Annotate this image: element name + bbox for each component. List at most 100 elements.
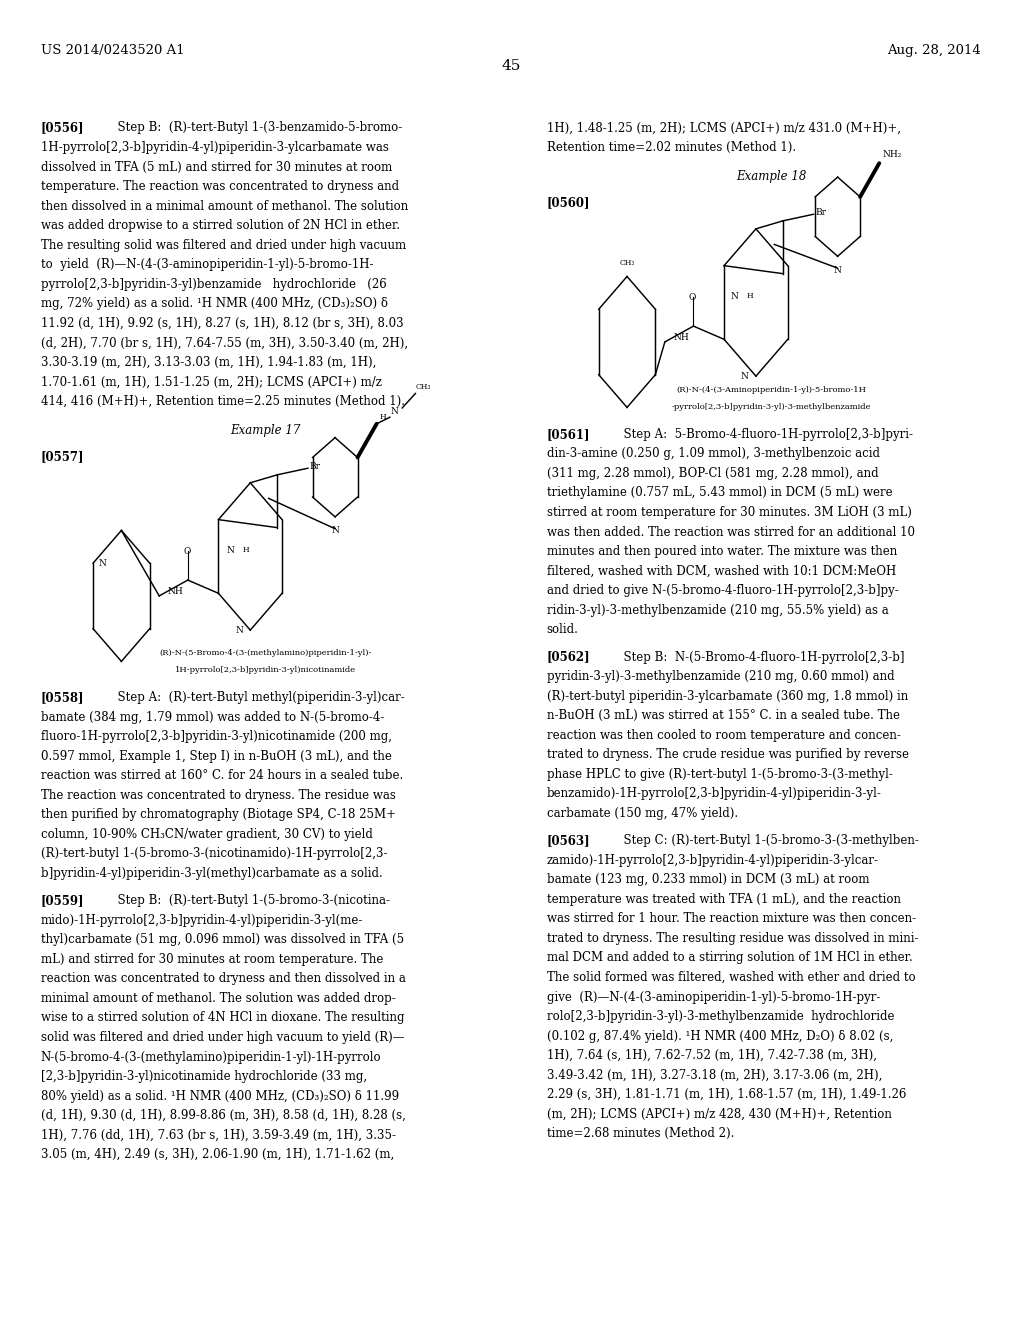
Text: trated to dryness. The crude residue was purified by reverse: trated to dryness. The crude residue was… (547, 748, 908, 762)
Text: mal DCM and added to a stirring solution of 1M HCl in ether.: mal DCM and added to a stirring solution… (547, 952, 912, 965)
Text: (R)-tert-butyl 1-(5-bromo-3-(nicotinamido)-1H-pyrrolo[2,3-: (R)-tert-butyl 1-(5-bromo-3-(nicotinamid… (41, 847, 387, 861)
Text: ridin-3-yl)-3-methylbenzamide (210 mg, 55.5% yield) as a: ridin-3-yl)-3-methylbenzamide (210 mg, 5… (547, 603, 888, 616)
Text: 1H), 1.48-1.25 (m, 2H); LCMS (APCI+) m/z 431.0 (M+H)+,: 1H), 1.48-1.25 (m, 2H); LCMS (APCI+) m/z… (547, 121, 900, 135)
Text: 1H-pyrrolo[2,3-b]pyridin-4-yl)piperidin-3-ylcarbamate was: 1H-pyrrolo[2,3-b]pyridin-4-yl)piperidin-… (41, 141, 389, 154)
Text: minimal amount of methanol. The solution was added drop-: minimal amount of methanol. The solution… (41, 991, 395, 1005)
Text: column, 10-90% CH₃CN/water gradient, 30 CV) to yield: column, 10-90% CH₃CN/water gradient, 30 … (41, 828, 373, 841)
Text: (m, 2H); LCMS (APCI+) m/z 428, 430 (M+H)+, Retention: (m, 2H); LCMS (APCI+) m/z 428, 430 (M+H)… (547, 1107, 891, 1121)
Text: n-BuOH (3 mL) was stirred at 155° C. in a sealed tube. The: n-BuOH (3 mL) was stirred at 155° C. in … (547, 709, 899, 722)
Text: solid was filtered and dried under high vacuum to yield (R)—: solid was filtered and dried under high … (41, 1031, 404, 1044)
Text: Step C: (R)-tert-Butyl 1-(5-bromo-3-(3-methylben-: Step C: (R)-tert-Butyl 1-(5-bromo-3-(3-m… (616, 834, 919, 847)
Text: N: N (331, 527, 339, 535)
Text: [0556]: [0556] (41, 121, 84, 135)
Text: Step A:  (R)-tert-Butyl methyl(piperidin-3-yl)car-: Step A: (R)-tert-Butyl methyl(piperidin-… (111, 692, 406, 704)
Text: was stirred for 1 hour. The reaction mixture was then concen-: was stirred for 1 hour. The reaction mix… (547, 912, 915, 925)
Text: Step B:  (R)-tert-Butyl 1-(3-benzamido-5-bromo-: Step B: (R)-tert-Butyl 1-(3-benzamido-5-… (111, 121, 402, 135)
Text: give  (R)—N-(4-(3-aminopiperidin-1-yl)-5-bromo-1H-pyr-: give (R)—N-(4-(3-aminopiperidin-1-yl)-5-… (547, 990, 880, 1003)
Text: [0561]: [0561] (547, 428, 590, 441)
Text: [0559]: [0559] (41, 894, 84, 907)
Text: 3.05 (m, 4H), 2.49 (s, 3H), 2.06-1.90 (m, 1H), 1.71-1.62 (m,: 3.05 (m, 4H), 2.49 (s, 3H), 2.06-1.90 (m… (41, 1148, 394, 1162)
Text: 80% yield) as a solid. ¹H NMR (400 MHz, (CD₃)₂SO) δ 11.99: 80% yield) as a solid. ¹H NMR (400 MHz, … (41, 1089, 399, 1102)
Text: H: H (380, 413, 386, 421)
Text: [0562]: [0562] (547, 651, 590, 664)
Text: N: N (226, 546, 234, 554)
Text: triethylamine (0.757 mL, 5.43 mmol) in DCM (5 mL) were: triethylamine (0.757 mL, 5.43 mmol) in D… (547, 487, 892, 499)
Text: N: N (834, 265, 842, 275)
Text: to  yield  (R)—N-(4-(3-aminopiperidin-1-yl)-5-bromo-1H-: to yield (R)—N-(4-(3-aminopiperidin-1-yl… (41, 259, 374, 271)
Text: (R)-tert-butyl piperidin-3-ylcarbamate (360 mg, 1.8 mmol) in: (R)-tert-butyl piperidin-3-ylcarbamate (… (547, 689, 907, 702)
Text: The resulting solid was filtered and dried under high vacuum: The resulting solid was filtered and dri… (41, 239, 406, 252)
Text: 1.70-1.61 (m, 1H), 1.51-1.25 (m, 2H); LCMS (APCI+) m/z: 1.70-1.61 (m, 1H), 1.51-1.25 (m, 2H); LC… (41, 375, 382, 388)
Text: mL) and stirred for 30 minutes at room temperature. The: mL) and stirred for 30 minutes at room t… (41, 953, 383, 966)
Text: 414, 416 (M+H)+, Retention time=2.25 minutes (Method 1).: 414, 416 (M+H)+, Retention time=2.25 min… (41, 395, 404, 408)
Text: thyl)carbamate (51 mg, 0.096 mmol) was dissolved in TFA (5: thyl)carbamate (51 mg, 0.096 mmol) was d… (41, 933, 404, 946)
Text: 2.29 (s, 3H), 1.81-1.71 (m, 1H), 1.68-1.57 (m, 1H), 1.49-1.26: 2.29 (s, 3H), 1.81-1.71 (m, 1H), 1.68-1.… (547, 1088, 906, 1101)
Text: Retention time=2.02 minutes (Method 1).: Retention time=2.02 minutes (Method 1). (547, 141, 796, 154)
Text: dissolved in TFA (5 mL) and stirred for 30 minutes at room: dissolved in TFA (5 mL) and stirred for … (41, 161, 392, 173)
Text: CH₃: CH₃ (416, 383, 431, 391)
Text: trated to dryness. The resulting residue was dissolved in mini-: trated to dryness. The resulting residue… (547, 932, 918, 945)
Text: CH₃: CH₃ (620, 259, 635, 267)
Text: NH: NH (168, 586, 183, 595)
Text: [0563]: [0563] (547, 834, 590, 847)
Text: 1H), 7.76 (dd, 1H), 7.63 (br s, 1H), 3.59-3.49 (m, 1H), 3.35-: 1H), 7.76 (dd, 1H), 7.63 (br s, 1H), 3.5… (41, 1129, 396, 1142)
Text: H: H (243, 546, 250, 554)
Text: phase HPLC to give (R)-tert-butyl 1-(5-bromo-3-(3-methyl-: phase HPLC to give (R)-tert-butyl 1-(5-b… (547, 768, 892, 781)
Text: minutes and then poured into water. The mixture was then: minutes and then poured into water. The … (547, 545, 897, 558)
Text: carbamate (150 mg, 47% yield).: carbamate (150 mg, 47% yield). (547, 807, 737, 820)
Text: and dried to give N-(5-bromo-4-fluoro-1H-pyrrolo[2,3-b]py-: and dried to give N-(5-bromo-4-fluoro-1H… (547, 585, 898, 597)
Text: stirred at room temperature for 30 minutes. 3M LiOH (3 mL): stirred at room temperature for 30 minut… (547, 506, 911, 519)
Text: pyridin-3-yl)-3-methylbenzamide (210 mg, 0.60 mmol) and: pyridin-3-yl)-3-methylbenzamide (210 mg,… (547, 671, 894, 684)
Text: NH: NH (674, 333, 689, 342)
Text: O: O (689, 293, 696, 302)
Text: (311 mg, 2.28 mmol), BOP-Cl (581 mg, 2.28 mmol), and: (311 mg, 2.28 mmol), BOP-Cl (581 mg, 2.2… (547, 467, 879, 480)
Text: bamate (123 mg, 0.233 mmol) in DCM (3 mL) at room: bamate (123 mg, 0.233 mmol) in DCM (3 mL… (547, 874, 869, 886)
Text: solid.: solid. (547, 623, 579, 636)
Text: The solid formed was filtered, washed with ether and dried to: The solid formed was filtered, washed wi… (547, 972, 915, 983)
Text: N: N (730, 292, 738, 301)
Text: Step B:  N-(5-Bromo-4-fluoro-1H-pyrrolo[2,3-b]: Step B: N-(5-Bromo-4-fluoro-1H-pyrrolo[2… (616, 651, 904, 664)
Text: fluoro-1H-pyrrolo[2,3-b]pyridin-3-yl)nicotinamide (200 mg,: fluoro-1H-pyrrolo[2,3-b]pyridin-3-yl)nic… (41, 730, 392, 743)
Text: (d, 1H), 9.30 (d, 1H), 8.99-8.86 (m, 3H), 8.58 (d, 1H), 8.28 (s,: (d, 1H), 9.30 (d, 1H), 8.99-8.86 (m, 3H)… (41, 1109, 406, 1122)
Text: N: N (236, 626, 243, 635)
Text: reaction was then cooled to room temperature and concen-: reaction was then cooled to room tempera… (547, 729, 900, 742)
Text: 0.597 mmol, Example 1, Step I) in n-BuOH (3 mL), and the: 0.597 mmol, Example 1, Step I) in n-BuOH… (41, 750, 392, 763)
Text: (R)-N-(5-Bromo-4-(3-(methylamino)piperidin-1-yl)-: (R)-N-(5-Bromo-4-(3-(methylamino)piperid… (160, 649, 372, 657)
Text: was then added. The reaction was stirred for an additional 10: was then added. The reaction was stirred… (547, 525, 914, 539)
Text: Step A:  5-Bromo-4-fluoro-1H-pyrrolo[2,3-b]pyri-: Step A: 5-Bromo-4-fluoro-1H-pyrrolo[2,3-… (616, 428, 913, 441)
Text: N: N (98, 558, 106, 568)
Text: [2,3-b]pyridin-3-yl)nicotinamide hydrochloride (33 mg,: [2,3-b]pyridin-3-yl)nicotinamide hydroch… (41, 1071, 367, 1084)
Text: filtered, washed with DCM, washed with 10:1 DCM:MeOH: filtered, washed with DCM, washed with 1… (547, 565, 896, 578)
Text: din-3-amine (0.250 g, 1.09 mmol), 3-methylbenzoic acid: din-3-amine (0.250 g, 1.09 mmol), 3-meth… (547, 447, 880, 461)
Text: (d, 2H), 7.70 (br s, 1H), 7.64-7.55 (m, 3H), 3.50-3.40 (m, 2H),: (d, 2H), 7.70 (br s, 1H), 7.64-7.55 (m, … (41, 337, 408, 350)
Text: then dissolved in a minimal amount of methanol. The solution: then dissolved in a minimal amount of me… (41, 199, 409, 213)
Text: Br: Br (815, 209, 826, 218)
Text: [0557]: [0557] (41, 450, 84, 462)
Text: N: N (391, 407, 398, 416)
Text: mg, 72% yield) as a solid. ¹H NMR (400 MHz, (CD₃)₂SO) δ: mg, 72% yield) as a solid. ¹H NMR (400 M… (41, 297, 388, 310)
Text: was added dropwise to a stirred solution of 2N HCl in ether.: was added dropwise to a stirred solution… (41, 219, 400, 232)
Text: [0558]: [0558] (41, 692, 84, 704)
Text: O: O (183, 548, 190, 556)
Text: 45: 45 (501, 59, 520, 74)
Text: 1H-pyrrolo[2,3-b]pyridin-3-yl)nicotinamide: 1H-pyrrolo[2,3-b]pyridin-3-yl)nicotinami… (175, 667, 356, 675)
Text: Br: Br (310, 462, 321, 471)
Text: reaction was concentrated to dryness and then dissolved in a: reaction was concentrated to dryness and… (41, 973, 406, 986)
Text: 3.30-3.19 (m, 2H), 3.13-3.03 (m, 1H), 1.94-1.83 (m, 1H),: 3.30-3.19 (m, 2H), 3.13-3.03 (m, 1H), 1.… (41, 356, 376, 368)
Text: mido)-1H-pyrrolo[2,3-b]pyridin-4-yl)piperidin-3-yl(me-: mido)-1H-pyrrolo[2,3-b]pyridin-4-yl)pipe… (41, 913, 364, 927)
Text: wise to a stirred solution of 4N HCl in dioxane. The resulting: wise to a stirred solution of 4N HCl in … (41, 1011, 404, 1024)
Text: Step B:  (R)-tert-Butyl 1-(5-bromo-3-(nicotina-: Step B: (R)-tert-Butyl 1-(5-bromo-3-(nic… (111, 894, 390, 907)
Text: b]pyridin-4-yl)piperidin-3-yl(methyl)carbamate as a solid.: b]pyridin-4-yl)piperidin-3-yl(methyl)car… (41, 867, 383, 880)
Text: [0560]: [0560] (547, 195, 590, 209)
Text: benzamido)-1H-pyrrolo[2,3-b]pyridin-4-yl)piperidin-3-yl-: benzamido)-1H-pyrrolo[2,3-b]pyridin-4-yl… (547, 787, 882, 800)
Text: Example 17: Example 17 (230, 424, 301, 437)
Text: Aug. 28, 2014: Aug. 28, 2014 (887, 44, 981, 57)
Text: rolo[2,3-b]pyridin-3-yl)-3-methylbenzamide  hydrochloride: rolo[2,3-b]pyridin-3-yl)-3-methylbenzami… (547, 1010, 894, 1023)
Text: N: N (741, 372, 749, 380)
Text: 1H), 7.64 (s, 1H), 7.62-7.52 (m, 1H), 7.42-7.38 (m, 3H),: 1H), 7.64 (s, 1H), 7.62-7.52 (m, 1H), 7.… (547, 1049, 877, 1063)
Text: time=2.68 minutes (Method 2).: time=2.68 minutes (Method 2). (547, 1127, 734, 1140)
Text: (R)-N-(4-(3-Aminopiperidin-1-yl)-5-bromo-1H: (R)-N-(4-(3-Aminopiperidin-1-yl)-5-bromo… (676, 385, 866, 393)
Text: temperature was treated with TFA (1 mL), and the reaction: temperature was treated with TFA (1 mL),… (547, 892, 900, 906)
Text: then purified by chromatography (Biotage SP4, C-18 25M+: then purified by chromatography (Biotage… (41, 808, 396, 821)
Text: bamate (384 mg, 1.79 mmol) was added to N-(5-bromo-4-: bamate (384 mg, 1.79 mmol) was added to … (41, 710, 384, 723)
